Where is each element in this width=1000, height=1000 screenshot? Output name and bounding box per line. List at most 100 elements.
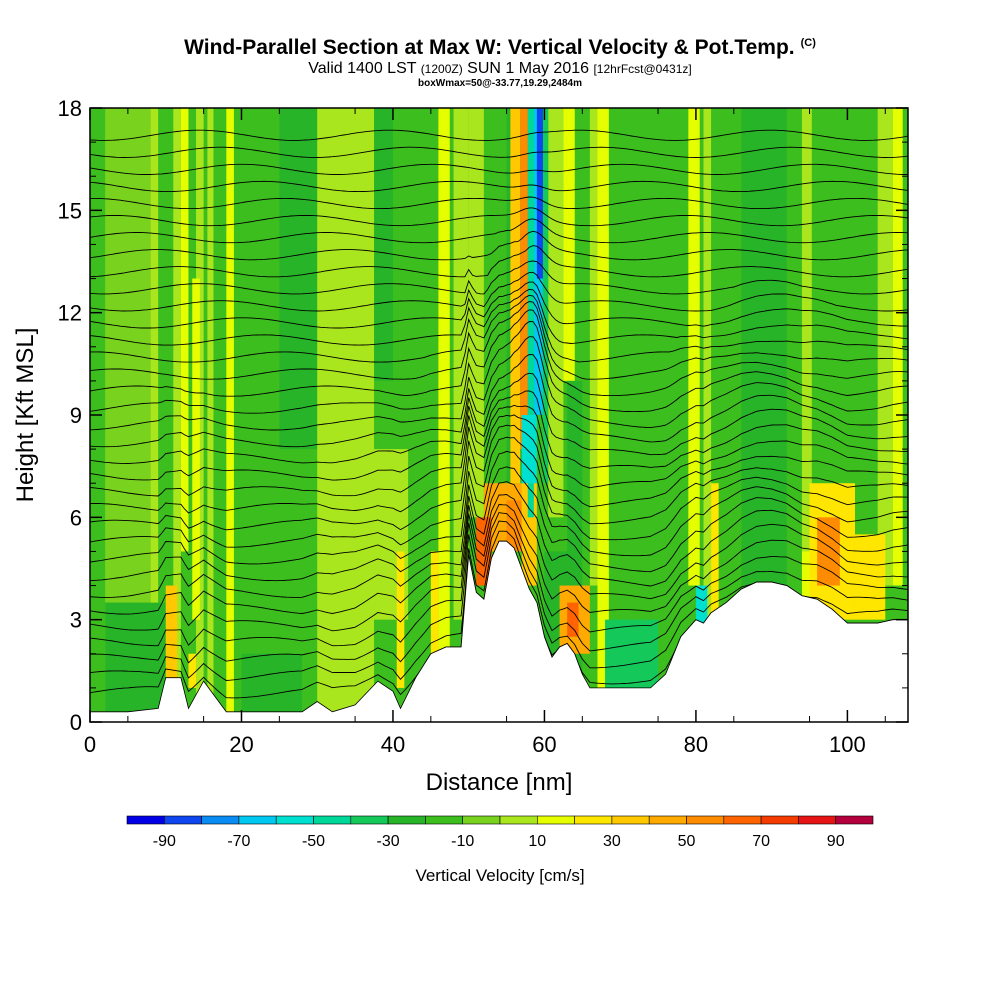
chart-title-mark: (C) <box>800 37 816 49</box>
velocity-cell-25 <box>226 108 234 722</box>
colorbar: -90 -70 -50 -30 -10 10 30 50 70 90 <box>126 815 874 850</box>
velocity-cell-19 <box>597 108 609 688</box>
theta-contour-5 <box>90 494 908 615</box>
theta-contour-28 <box>90 207 908 227</box>
colorbar-box-7 <box>387 815 426 825</box>
velocity-cell-21 <box>703 108 712 620</box>
y-tick-label-6: 6 <box>70 505 82 530</box>
theta-contour-6 <box>90 481 908 598</box>
colorbar-box-9 <box>462 815 501 825</box>
velocity-cell-48 <box>817 517 840 586</box>
colorbar-label-3: -30 <box>377 833 400 850</box>
chart-subtitle: Valid 1400 LST (1200Z) SUN 1 May 2016 [1… <box>0 60 1000 78</box>
velocity-cell-40 <box>430 551 439 654</box>
velocity-cell-32 <box>105 602 166 722</box>
colorbar-box-14 <box>648 815 687 825</box>
x-tick-label-20: 20 <box>229 732 253 757</box>
velocity-cell-28 <box>548 108 564 518</box>
colorbar-box-15 <box>686 815 725 825</box>
velocity-cell-13 <box>207 108 214 722</box>
y-axis-title: Height [Kft MSL] <box>12 328 39 503</box>
x-tick-label-0: 0 <box>84 732 96 757</box>
velocity-cell-11 <box>173 108 181 722</box>
velocity-cell-33 <box>241 653 303 722</box>
velocity-cell-50 <box>510 108 521 484</box>
velocity-cell-3 <box>279 108 318 450</box>
velocity-cell-26 <box>180 108 189 552</box>
theta-contour-29 <box>90 196 908 210</box>
theta-contour-17 <box>90 321 908 414</box>
colorbar-box-11 <box>536 815 575 825</box>
velocity-cell-54 <box>536 108 545 279</box>
theta-contour-11 <box>90 414 908 514</box>
theta-contour-10 <box>90 424 908 531</box>
valid-zulu: (1200Z) <box>420 62 463 76</box>
colorbar-box-1 <box>164 815 202 825</box>
velocity-cell-39 <box>396 551 405 688</box>
theta-contour-8 <box>90 450 908 565</box>
x-tick-label-80: 80 <box>684 732 708 757</box>
y-tick-label-3: 3 <box>70 608 82 633</box>
colorbar-box-4 <box>275 815 314 825</box>
theta-contour-25 <box>90 245 908 278</box>
theta-contour-21 <box>90 288 908 346</box>
velocity-cell-18 <box>589 108 598 586</box>
velocity-cell-55 <box>542 108 549 484</box>
velocity-cell-10 <box>150 108 159 722</box>
x-tick-label-40: 40 <box>381 732 405 757</box>
velocity-cell-27 <box>192 278 200 620</box>
theta-contour-2 <box>90 520 908 664</box>
colorbar-box-17 <box>760 815 799 825</box>
theta-contour-33 <box>90 129 908 141</box>
theta-contour-32 <box>90 146 908 158</box>
colorbar-label-9: 90 <box>827 833 845 850</box>
y-tick-label-12: 12 <box>58 301 82 326</box>
velocity-cell-38 <box>188 653 197 688</box>
theta-contour-20 <box>90 294 908 363</box>
theta-contour-13 <box>90 390 908 481</box>
terrain-mask <box>90 540 908 722</box>
velocity-cell-24 <box>892 108 903 586</box>
velocity-cell-7 <box>635 108 681 688</box>
colorbar-label-1: -70 <box>227 833 250 850</box>
x-tick-label-100: 100 <box>829 732 866 757</box>
theta-contour-26 <box>90 230 908 261</box>
theta-contour-30 <box>90 180 908 193</box>
theta-contour-31 <box>90 163 908 175</box>
colorbar-box-19 <box>835 815 874 825</box>
y-tick-label-0: 0 <box>70 710 82 735</box>
velocity-cell-4 <box>317 108 371 722</box>
theta-contour-27 <box>90 218 908 244</box>
velocity-cell-15 <box>438 108 450 654</box>
x-axis: 0 20 40 60 80 100 <box>84 108 886 757</box>
theta-contour-7 <box>90 466 908 582</box>
theta-contour-12 <box>90 404 908 497</box>
colorbar-box-8 <box>425 815 463 825</box>
colorbar-box-3 <box>238 815 277 825</box>
velocity-cell-37 <box>165 585 178 688</box>
x-axis-title: Distance [nm] <box>426 769 573 796</box>
colorbar-box-0 <box>126 815 165 825</box>
theta-contour-23 <box>90 271 908 312</box>
velocity-cell-46 <box>567 602 579 637</box>
box-info: boxWmax=50@-33.77,19.29,2484m <box>417 78 583 89</box>
theta-contour-19 <box>90 301 908 380</box>
colorbar-label-0: -90 <box>153 833 176 850</box>
theta-contour-4 <box>90 504 908 632</box>
colorbar-box-6 <box>350 815 389 825</box>
theta-contour-14 <box>90 372 908 464</box>
velocity-cell-14 <box>362 108 375 722</box>
velocity-cell-5 <box>370 108 393 381</box>
velocity-cell-22 <box>801 108 812 586</box>
valid-date: SUN 1 May 2016 <box>467 60 590 77</box>
velocity-cell-52 <box>527 108 534 518</box>
y-axis: 0 3 6 9 12 15 18 <box>58 96 908 735</box>
colorbar-box-13 <box>611 815 650 825</box>
velocity-cell-56 <box>521 415 537 484</box>
theta-contour-3 <box>90 512 908 647</box>
forecast-label: [12hrFcst@0431z] <box>593 62 692 76</box>
chart-title: Wind-Parallel Section at Max W: Vertical… <box>0 36 1000 60</box>
chart-title-text: Wind-Parallel Section at Max W: Vertical… <box>184 36 795 59</box>
colorbar-label-4: -10 <box>451 833 474 850</box>
